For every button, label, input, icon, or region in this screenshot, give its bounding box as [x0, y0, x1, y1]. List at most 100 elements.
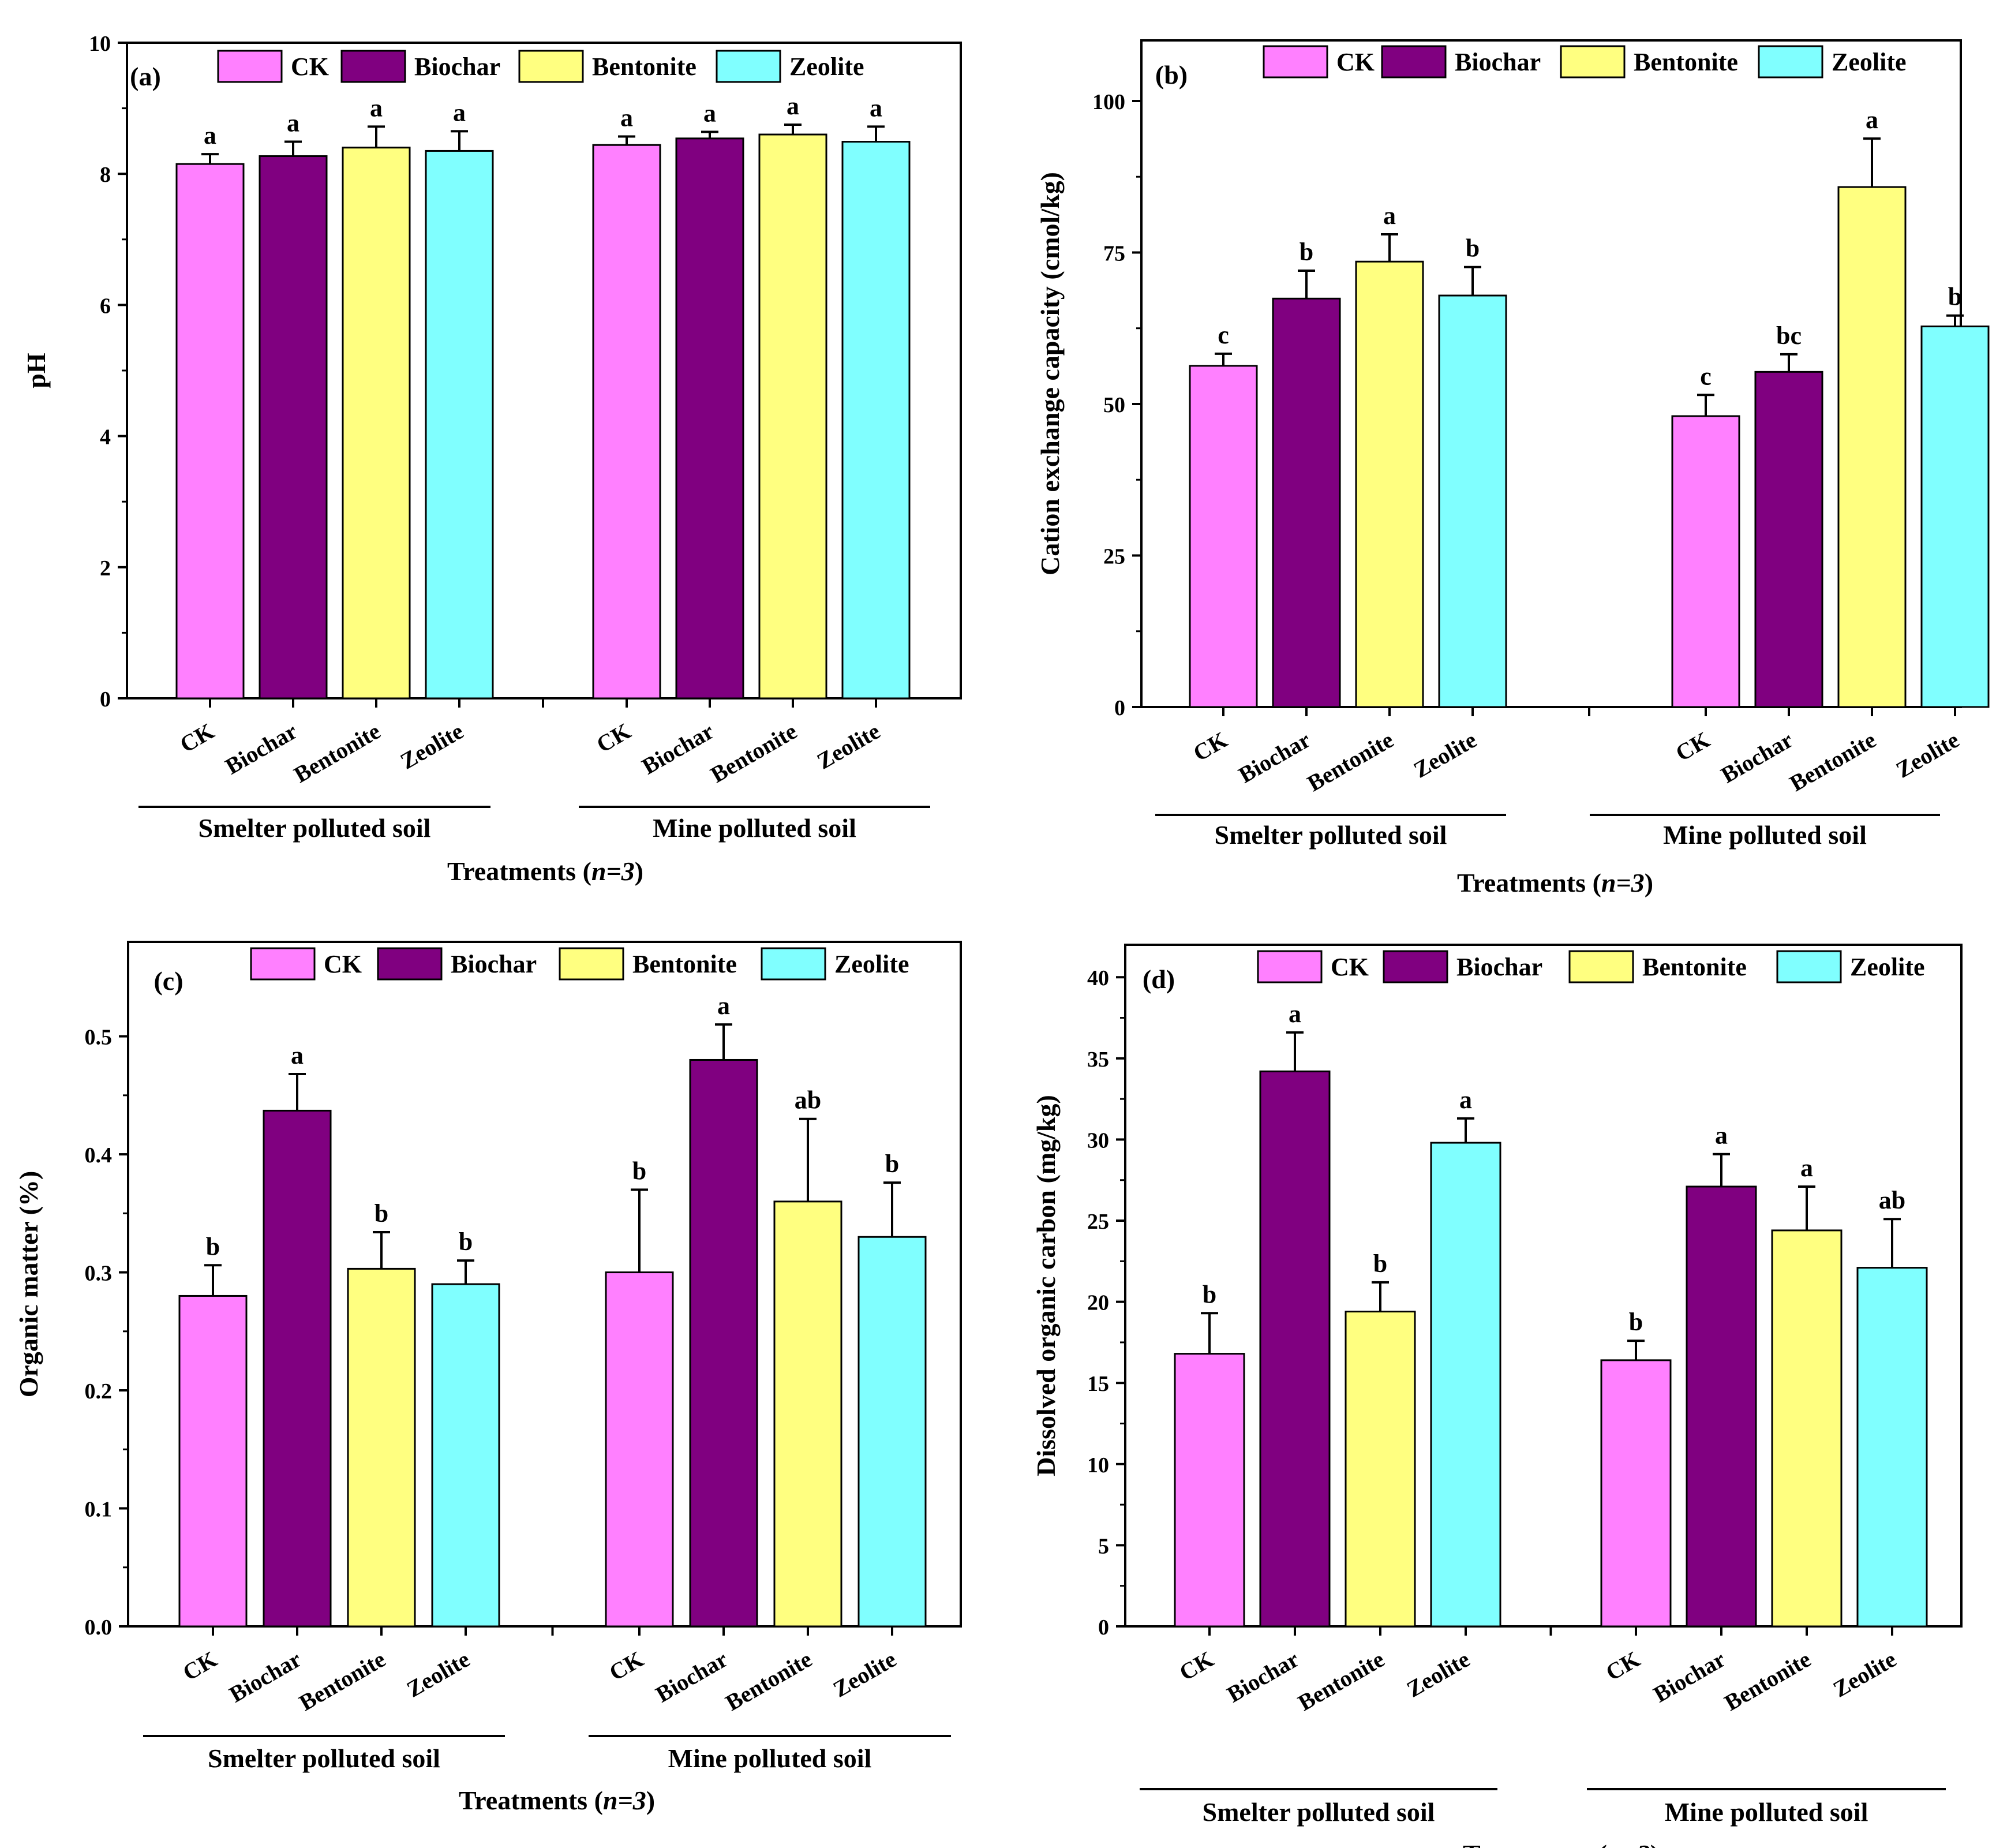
y-tick-label: 25	[1087, 1210, 1109, 1234]
bar-ck	[175, 163, 245, 699]
significance-letter: a	[287, 109, 299, 137]
bar-bentonite	[1355, 260, 1424, 708]
chart-panel-d: 0 5 10 15 20 25 30 35 40 Dissolved organic carbon…	[1031, 944, 1963, 1848]
bar-biochar	[1686, 1185, 1757, 1628]
legend-swatch-bentonite	[1568, 950, 1634, 983]
x-axis-label-end: )	[646, 1786, 655, 1815]
bar-bentonite	[342, 147, 411, 699]
y-tick-label: 4	[100, 425, 111, 450]
legend-swatch-biochar	[1383, 950, 1448, 983]
legend-swatch-biochar	[1381, 45, 1447, 78]
x-tick-label: Bentonite	[295, 1646, 390, 1716]
significance-letter: a	[620, 103, 633, 132]
x-tick-label: Bentonite	[1294, 1646, 1389, 1716]
legend-label: CK	[1336, 48, 1375, 76]
y-tick-label: 100	[1092, 90, 1125, 114]
bar-ck	[1174, 1353, 1245, 1628]
x-tick-label: Bentonite	[721, 1646, 817, 1716]
bar-ck	[1189, 365, 1258, 708]
x-tick-label: CK	[1189, 727, 1231, 766]
x-tick-label: CK	[175, 718, 218, 758]
legend-swatch-bentonite	[1560, 45, 1626, 78]
bar-biochar	[259, 155, 328, 699]
bar-bentonite	[773, 1200, 842, 1628]
bar-ck	[592, 144, 661, 699]
significance-letter: a	[204, 121, 216, 149]
x-axis-label-text: Treatments (	[1463, 1839, 1607, 1848]
y-tick-label: 0.5	[85, 1026, 113, 1050]
y-tick-label: 10	[1087, 1453, 1109, 1477]
x-tick-label: CK	[1175, 1646, 1218, 1686]
bar-ck	[178, 1295, 248, 1628]
x-tick-label: Zeolite	[1409, 727, 1481, 783]
x-axis-label-n: n=3	[1601, 868, 1645, 897]
y-axis-label: Dissolved organic carbon (mg/kg)	[1031, 1095, 1061, 1476]
significance-letter: a	[1383, 201, 1396, 230]
group-label: Mine polluted soil	[653, 813, 856, 843]
x-axis-label: Treatments (n=3)	[1457, 868, 1653, 897]
legend-label: Bentonite	[632, 950, 737, 978]
x-tick-label: Bentonite	[1303, 727, 1398, 796]
legend-label: Biochar	[1456, 953, 1542, 981]
bar-ck	[1671, 415, 1740, 708]
chart-panel-c: 0.0 0.1 0.2 0.3 0.4 0.5 Organic matter (%) b CK a…	[14, 941, 962, 1815]
significance-letter: c	[1218, 321, 1229, 349]
significance-letter: b	[1948, 283, 1962, 311]
legend-label: Bentonite	[1634, 48, 1738, 76]
x-tick-label: Biochar	[651, 1646, 732, 1708]
legend: CK Biochar Bentonite Zeolite	[1263, 45, 1907, 78]
legend-swatch-bentonite	[559, 947, 624, 981]
legend-swatch-biochar	[377, 947, 443, 981]
group-label: Mine polluted soil	[1663, 820, 1867, 850]
panel-label: (d)	[1143, 964, 1175, 994]
y-tick-label: 0	[1114, 696, 1125, 720]
y-tick-label: 0	[100, 687, 111, 712]
legend-swatch-zeolite	[716, 50, 781, 83]
significance-letter: a	[717, 992, 730, 1020]
y-tick-label: 25	[1103, 545, 1125, 569]
y-tick-label: 15	[1087, 1372, 1109, 1396]
bar-bentonite	[347, 1267, 416, 1628]
x-tick-label: Biochar	[225, 1646, 306, 1708]
x-tick-label: Biochar	[1717, 727, 1797, 788]
y-tick-label: 35	[1087, 1048, 1109, 1072]
x-axis-label-text: Treatments (	[447, 856, 591, 886]
x-axis-label-end: )	[635, 856, 643, 886]
legend-swatch-bentonite	[518, 50, 584, 83]
significance-letter: a	[1866, 106, 1878, 134]
significance-letter: b	[1629, 1308, 1643, 1336]
bar-zeolite	[1856, 1267, 1928, 1628]
x-tick-label: CK	[605, 1646, 647, 1686]
bar-zeolite	[425, 149, 494, 699]
significance-letter: a	[1289, 1000, 1301, 1028]
significance-letter: ab	[795, 1086, 821, 1114]
legend-label: Zeolite	[834, 950, 909, 978]
x-tick-label: Bentonite	[1720, 1646, 1815, 1716]
bar-ck	[1600, 1359, 1672, 1628]
x-tick-label: Biochar	[1649, 1646, 1730, 1708]
bar-bentonite	[1345, 1310, 1416, 1628]
significance-letter: b	[1300, 238, 1313, 266]
significance-letter: a	[870, 93, 882, 122]
x-axis-label-n: n=3	[1607, 1839, 1650, 1848]
y-tick-label: 0.1	[85, 1498, 113, 1522]
x-axis-label: Treatments (n=3)	[447, 856, 643, 886]
chart-panel-b: 0 25 50 75 100 Cation exchange capacity (cmol…	[1035, 39, 1990, 897]
significance-letter: c	[1700, 362, 1712, 390]
legend-swatch-zeolite	[1776, 950, 1842, 983]
bar-zeolite	[857, 1236, 927, 1628]
x-tick-label: Biochar	[221, 718, 302, 780]
significance-letter: b	[1466, 234, 1480, 263]
bar-zeolite	[841, 141, 911, 699]
bar-biochar	[1754, 371, 1823, 708]
y-tick-label: 75	[1103, 242, 1125, 266]
bar-biochar	[675, 137, 744, 699]
legend-swatch-ck	[250, 947, 316, 981]
y-tick-label: 6	[100, 294, 111, 318]
significance-letter: b	[206, 1232, 220, 1260]
bar-bentonite	[1837, 186, 1907, 708]
significance-letter: a	[370, 93, 383, 122]
x-axis-label: Treatments (n=3)	[1463, 1839, 1659, 1848]
y-tick-label: 0.0	[85, 1615, 113, 1640]
